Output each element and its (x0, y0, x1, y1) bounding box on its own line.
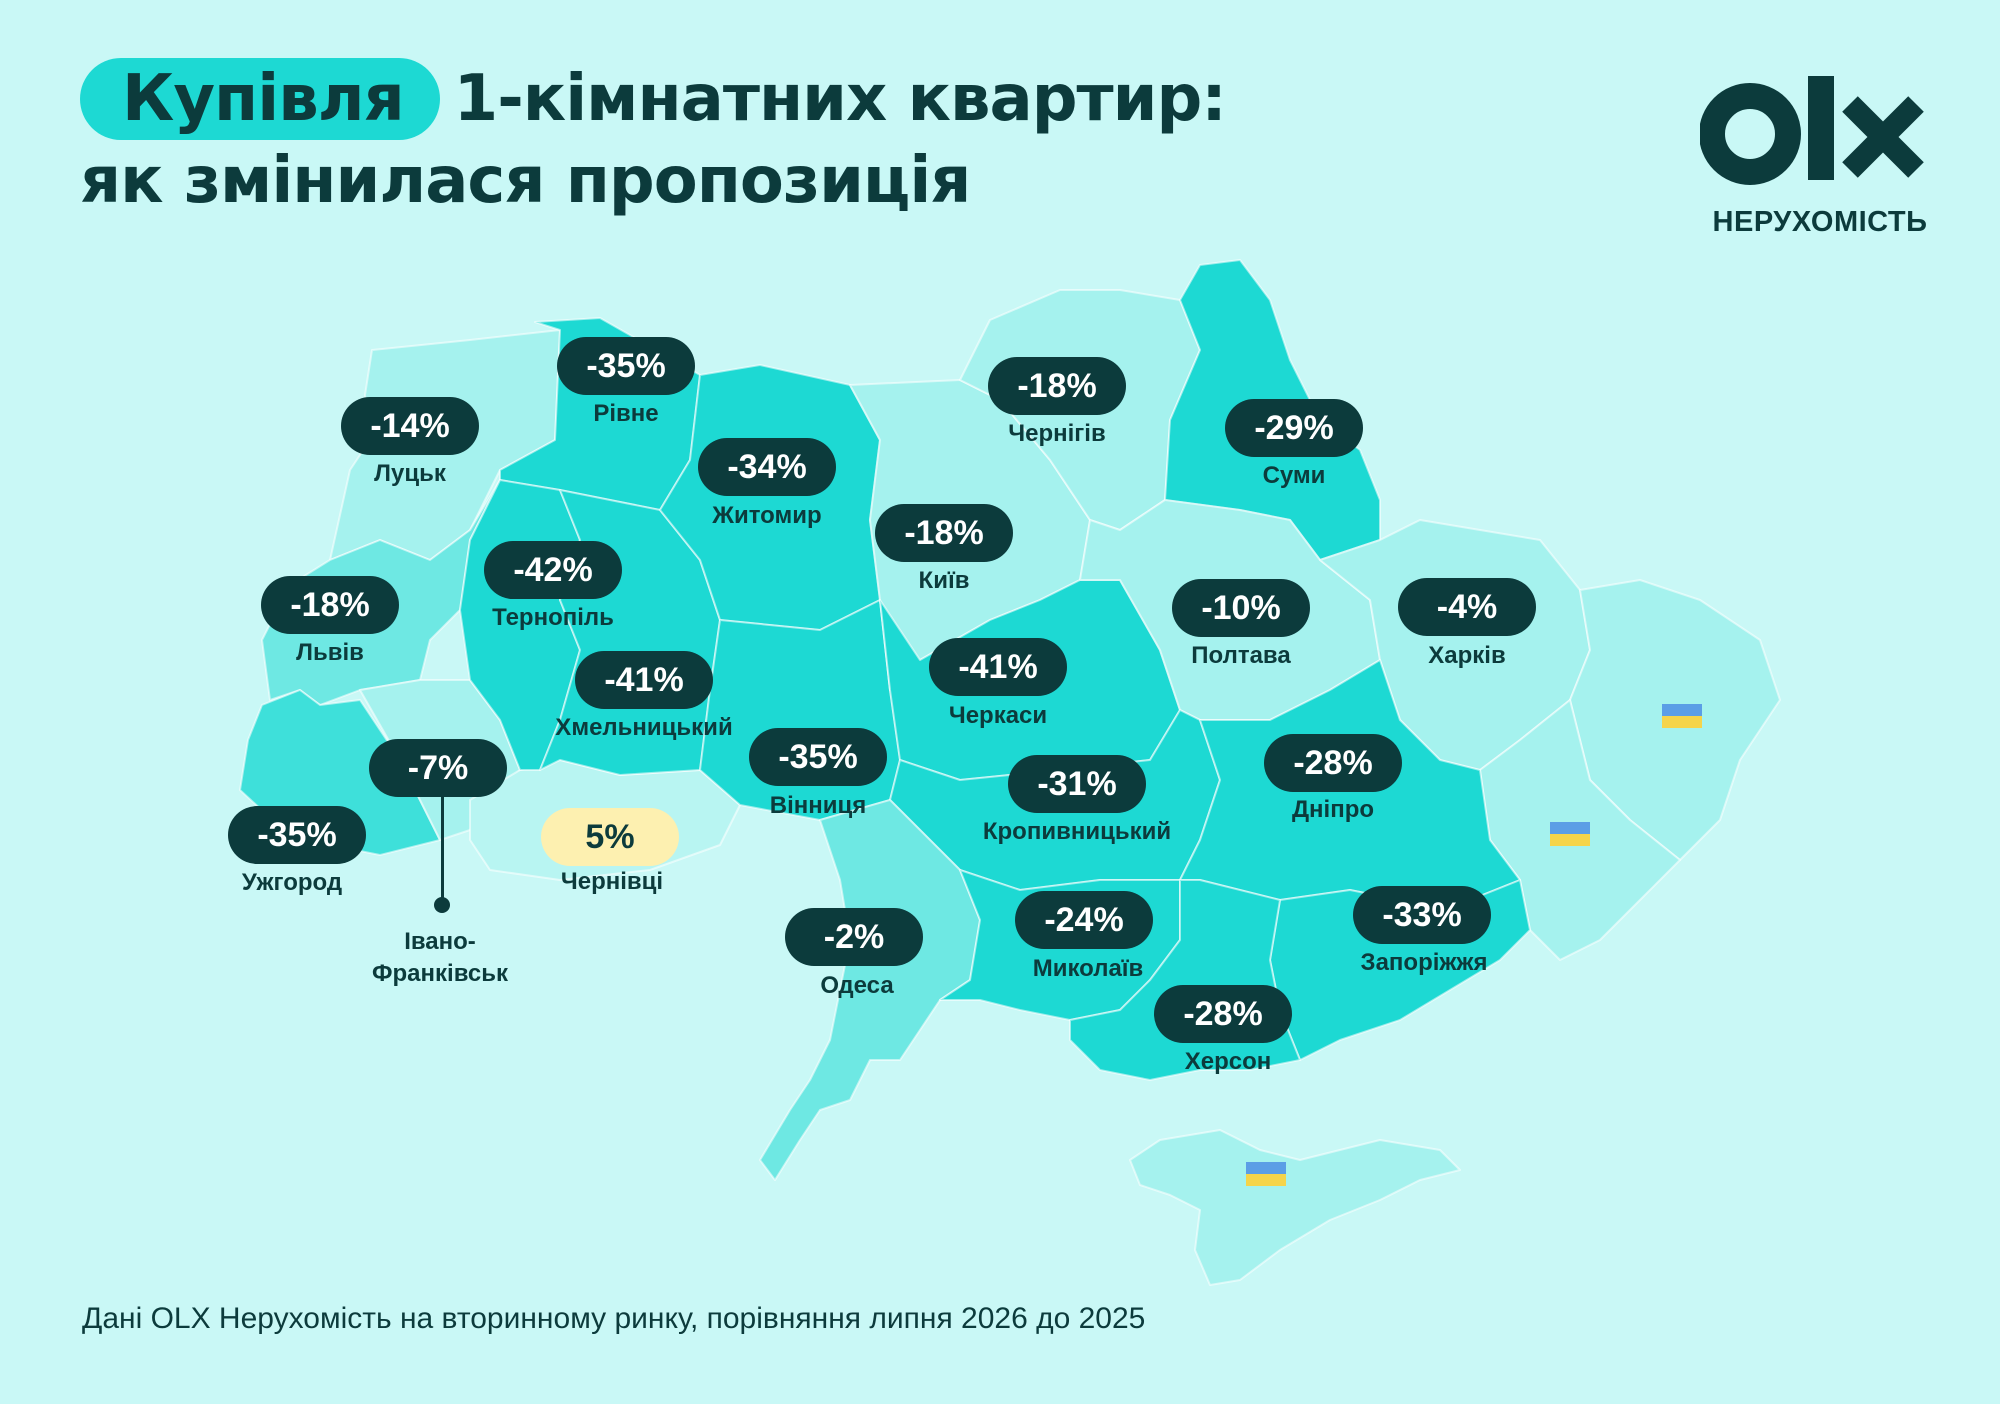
city-change-badge: -18% (261, 576, 399, 634)
city-change-badge: -28% (1264, 734, 1402, 792)
city-label: Київ (918, 567, 970, 594)
city-label: Хмельницький (555, 714, 733, 741)
city-label: Івано- Франківськ (372, 928, 508, 987)
city-change-badge: -35% (228, 806, 366, 864)
city-label: Суми (1262, 462, 1326, 489)
city-change-badge: -35% (557, 337, 695, 395)
city-change-badge: -31% (1008, 755, 1146, 813)
title-highlight: Купівля (80, 58, 440, 140)
city-change-badge: -41% (929, 638, 1067, 696)
city-label: Дніпро (1291, 796, 1375, 823)
ukraine-flag-icon (1246, 1162, 1286, 1186)
city-label: Полтава (1191, 642, 1291, 669)
city-label: Миколаїв (1032, 955, 1144, 982)
city-change-badge: -34% (698, 438, 836, 496)
page-title: Купівля 1-кімнатних квартир: як змінилася… (80, 58, 1227, 222)
leader-line (441, 796, 444, 904)
flag-icon-group (1246, 704, 1702, 1186)
city-label: Черкаси (948, 702, 1048, 729)
city-change-badge: -18% (988, 357, 1126, 415)
title-line-1-rest: 1-кімнатних квартир: (453, 62, 1227, 136)
city-label: Чернівці (560, 868, 664, 895)
city-label: Харків (1428, 642, 1506, 669)
city-label: Луцьк (374, 460, 446, 487)
brand-subtitle: НЕРУХОМІСТЬ (1712, 206, 1928, 238)
city-change-badge: -35% (749, 728, 887, 786)
city-change-badge: -2% (785, 908, 923, 966)
city-change-badge: -29% (1225, 399, 1363, 457)
city-change-badge: -42% (484, 541, 622, 599)
city-label: Тернопіль (492, 604, 614, 631)
city-label: Ужгород (241, 869, 343, 896)
city-change-badge: -33% (1353, 886, 1491, 944)
title-line-2: як змінилася пропозиція (80, 144, 971, 218)
city-change-badge: -14% (341, 397, 479, 455)
ukraine-flag-icon (1662, 704, 1702, 728)
city-change-badge: -7% (369, 739, 507, 797)
city-change-badge: -10% (1172, 579, 1310, 637)
ivano-frankivsk-marker (434, 897, 450, 913)
city-change-badge: -41% (575, 651, 713, 709)
region-vinnytsia (699, 599, 901, 821)
footer-source-note: Дані OLX Нерухомість на вторинному ринку… (82, 1302, 1146, 1335)
city-label: Житомир (712, 502, 822, 529)
ukraine-flag-icon (1550, 822, 1590, 846)
city-change-badge: -18% (875, 504, 1013, 562)
city-label: Херсон (1184, 1048, 1272, 1075)
city-label: Кропивницький (982, 818, 1172, 845)
city-label: Запоріжжя (1360, 949, 1488, 976)
city-label: Вінниця (769, 792, 867, 819)
city-change-badge: -4% (1398, 578, 1536, 636)
region-crimea (1129, 1129, 1461, 1286)
title-line-1: Купівля 1-кімнатних квартир: (80, 58, 1227, 140)
city-change-badge-positive: 5% (541, 808, 679, 866)
city-label: Рівне (593, 400, 659, 427)
city-label: Львів (296, 639, 364, 666)
olx-logo (1700, 76, 1924, 185)
city-change-badge: -28% (1154, 985, 1292, 1043)
city-label: Чернігів (1008, 420, 1106, 447)
city-change-badge: -24% (1015, 891, 1153, 949)
city-label: Одеса (820, 972, 894, 999)
